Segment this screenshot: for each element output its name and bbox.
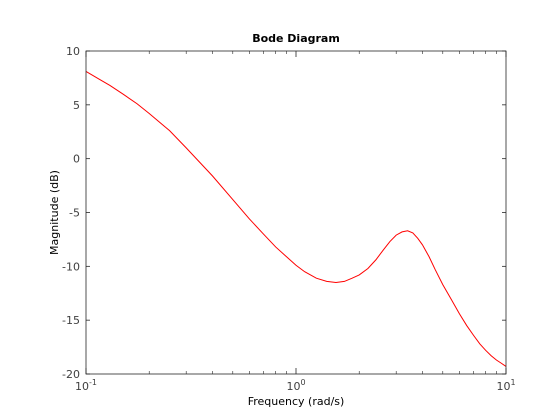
axes-box <box>85 50 507 375</box>
y-tick-label: 5 <box>73 99 80 112</box>
tick-group: -20 -15 -10 -5 0 5 10 10-1 100 101 <box>62 45 516 393</box>
y-tick-label: -5 <box>69 207 80 220</box>
y-tick-label: 10 <box>66 45 80 58</box>
x-axis-label: Frequency (rad/s) <box>248 395 345 408</box>
y-axis-label: Magnitude (dB) <box>48 170 61 255</box>
x-tick-label: 101 <box>496 378 515 393</box>
x-tick-label: 100 <box>286 378 305 393</box>
magnitude-line <box>85 71 507 367</box>
chart-title: Bode Diagram <box>252 32 340 45</box>
y-tick-label: -15 <box>62 314 80 327</box>
y-tick-label: -10 <box>62 260 80 273</box>
y-tick-label: -20 <box>62 368 80 381</box>
series-group <box>85 71 507 367</box>
x-tick-label: 10-1 <box>75 378 97 393</box>
y-tick-label: 0 <box>73 153 80 166</box>
